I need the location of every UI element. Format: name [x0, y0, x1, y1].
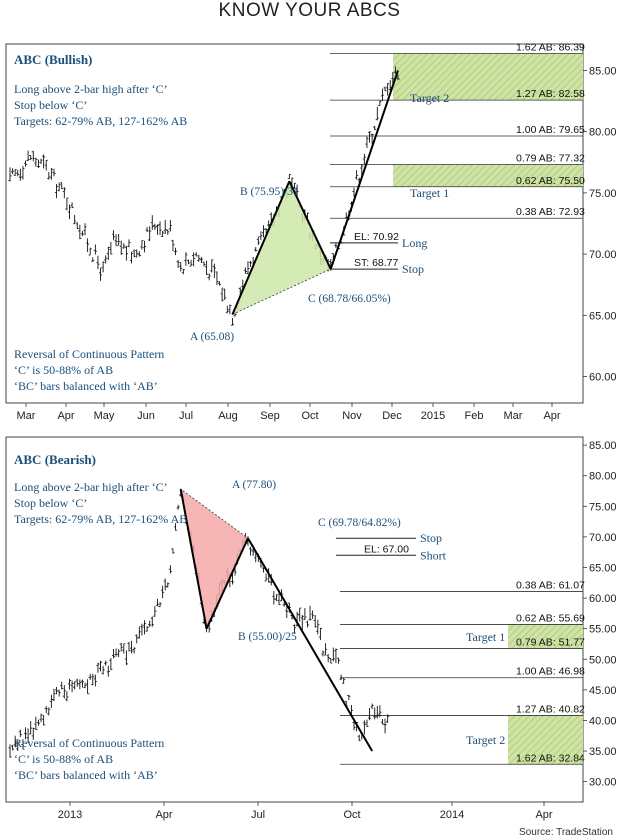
- ab-leg: [179, 488, 208, 629]
- target-zone: [393, 164, 583, 187]
- projection-line: [247, 537, 373, 752]
- ab-leg: [231, 180, 291, 315]
- y-tick-label: 75.00: [589, 501, 617, 513]
- bc-leg: [205, 537, 249, 630]
- x-tick-label: Jul: [179, 410, 193, 422]
- fib-level-label: 1.00 AB: 79.65: [516, 124, 585, 136]
- target-label: Target 2: [410, 91, 449, 105]
- fib-level-label: 1.27 AB: 40.82: [516, 703, 585, 715]
- note-top: Stop below ‘C’: [14, 98, 87, 112]
- y-tick-label: 85.00: [589, 440, 617, 452]
- fib-level-label: 0.62 AB: 75.50: [516, 175, 585, 187]
- x-tick-label: Mar: [504, 410, 523, 422]
- y-tick-label: 45.00: [589, 685, 617, 697]
- x-tick-label: Apr: [155, 809, 172, 821]
- note-top: Targets: 62-79% AB, 127-162% AB: [14, 114, 187, 128]
- x-tick-label: Jun: [137, 410, 155, 422]
- trade-level-label: ST: 68.77: [354, 257, 399, 269]
- pivot-label: B (75.95)/31: [240, 186, 299, 198]
- projection-line: [329, 70, 399, 270]
- x-tick-label: Apr: [535, 809, 552, 821]
- y-tick-label: 75.00: [589, 188, 617, 200]
- note-top: Long above 2-bar high after ‘C’: [14, 82, 168, 96]
- note-bottom: ‘BC’ bars balanced with ‘AB’: [14, 768, 158, 782]
- y-tick-label: 65.00: [589, 562, 617, 574]
- note-bottom: ‘C’ is 50-88% of AB: [14, 363, 113, 377]
- target-zone: [508, 715, 583, 765]
- pivot-label: A (65.08): [190, 331, 234, 343]
- pivot-label: B (55.00)/25: [238, 631, 297, 643]
- y-tick-label: 55.00: [589, 624, 617, 636]
- target-label: Target 1: [410, 186, 449, 200]
- x-tick-label: Oct: [343, 809, 360, 821]
- x-tick-label: 2013: [58, 809, 82, 821]
- y-tick-label: 60.00: [589, 372, 617, 384]
- x-tick-label: Apr: [57, 410, 74, 422]
- y-tick-label: 70.00: [589, 249, 617, 261]
- trade-tag: Stop: [402, 262, 424, 276]
- note-top: Stop below ‘C’: [14, 496, 87, 510]
- fib-level-label: 0.38 AB: 61.07: [516, 580, 585, 592]
- x-tick-label: Aug: [218, 410, 238, 422]
- x-tick-label: Sep: [260, 410, 280, 422]
- trade-tag: Short: [420, 548, 447, 562]
- fib-level-label: 0.62 AB: 55.69: [516, 612, 585, 624]
- target-zone: [508, 624, 583, 649]
- fib-level-label: 1.62 AB: 86.39: [516, 41, 585, 53]
- y-tick-label: 40.00: [589, 715, 617, 727]
- fib-level-label: 0.79 AB: 51.77: [516, 636, 585, 648]
- note-bottom: Reversal of Continuous Pattern: [14, 736, 164, 750]
- x-tick-label: Dec: [382, 410, 402, 422]
- abc-triangle: [180, 488, 249, 630]
- source-credit: Source: TradeStation: [519, 827, 613, 838]
- x-tick-label: Nov: [342, 410, 362, 422]
- panel-title: ABC (Bullish): [14, 52, 92, 67]
- y-tick-label: 35.00: [589, 746, 617, 758]
- y-tick-label: 50.00: [589, 654, 617, 666]
- target-label: Target 2: [466, 733, 505, 747]
- fib-level-label: 1.00 AB: 46.98: [516, 666, 585, 678]
- x-tick-label: Jul: [251, 809, 265, 821]
- note-top: Long above 2-bar high after ‘C’: [14, 480, 168, 494]
- panel-title: ABC (Bearish): [14, 452, 96, 467]
- x-tick-label: Feb: [465, 410, 484, 422]
- note-top: Targets: 62-79% AB, 127-162% AB: [14, 512, 187, 526]
- x-tick-label: Apr: [543, 410, 560, 422]
- note-bottom: ‘C’ is 50-88% of AB: [14, 752, 113, 766]
- x-tick-label: 2015: [421, 410, 445, 422]
- page-title: KNOW YOUR ABCS: [218, 0, 401, 21]
- fib-level-label: 0.38 AB: 72.93: [516, 206, 585, 218]
- pivot-label: C (69.78/64.82%): [318, 517, 401, 529]
- y-tick-label: 85.00: [589, 65, 617, 77]
- y-tick-label: 80.00: [589, 127, 617, 139]
- pivot-label: C (68.78/66.05%): [308, 293, 391, 305]
- y-tick-label: 70.00: [589, 532, 617, 544]
- pivot-label: A (77.80): [232, 479, 276, 491]
- y-tick-label: 60.00: [589, 593, 617, 605]
- x-tick-label: 2014: [440, 809, 464, 821]
- x-tick-label: May: [94, 410, 115, 422]
- target-label: Target 1: [466, 630, 505, 644]
- x-tick-label: Oct: [301, 410, 318, 422]
- trade-tag: Stop: [420, 531, 442, 545]
- note-bottom: ‘BC’ bars balanced with ‘AB’: [14, 379, 158, 393]
- target-zone: [393, 53, 583, 101]
- trade-level-label: EL: 67.00: [364, 543, 409, 555]
- x-tick-label: Mar: [17, 410, 36, 422]
- fib-level-label: 1.27 AB: 82.58: [516, 88, 585, 100]
- y-tick-label: 30.00: [589, 777, 617, 789]
- note-bottom: Reversal of Continuous Pattern: [14, 347, 164, 361]
- trade-tag: Long: [402, 236, 427, 250]
- bc-leg: [288, 180, 332, 270]
- fib-level-label: 0.79 AB: 77.32: [516, 152, 585, 164]
- fib-level-label: 1.62 AB: 32.84: [516, 752, 585, 764]
- y-tick-label: 65.00: [589, 310, 617, 322]
- trade-level-label: EL: 70.92: [354, 231, 399, 243]
- y-tick-label: 80.00: [589, 471, 617, 483]
